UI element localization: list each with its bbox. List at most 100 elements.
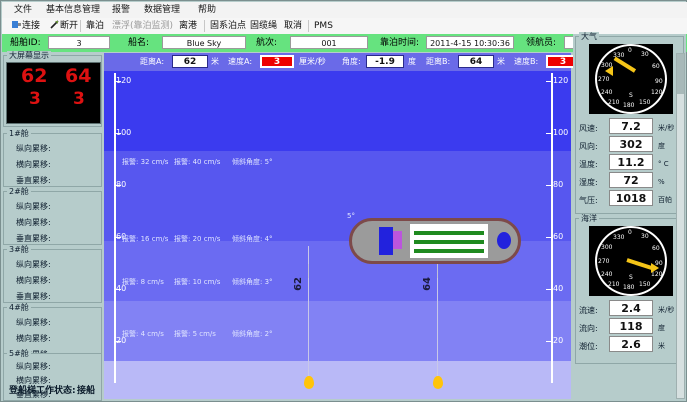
pressure-unit: 百帕: [658, 196, 672, 204]
hold-3-longitudinal-label: 纵向累移:: [16, 260, 51, 269]
menu-item-alarm[interactable]: 报警: [112, 5, 131, 15]
measure-line-b: [437, 246, 438, 386]
dist-b-unit: 米: [497, 57, 505, 66]
speed-a-label: 速度A:: [228, 57, 253, 66]
hold-1-transverse-label: 横向累移:: [16, 160, 51, 169]
angle-label: 角度:: [342, 57, 361, 66]
toolbar-button-cancel[interactable]: 取消: [284, 21, 303, 31]
vessel-bridge: [379, 227, 393, 255]
zone-2-alarm-b: 报警: 20 cm/s: [174, 235, 221, 243]
y-tick-right-20: [546, 341, 551, 342]
hold-5-longitudinal-label: 纵向累移:: [16, 362, 51, 371]
y-tick-left-80: [116, 185, 121, 186]
zone-2-tilt: 倾斜角度: 4°: [232, 235, 273, 243]
tide-level-label: 潮位:: [579, 342, 598, 351]
wind-gauge-num-60: 60: [652, 63, 660, 70]
humidity-value: 72: [609, 172, 653, 188]
toolbar-button-drift: 漂浮(靠泊监测): [112, 21, 174, 31]
zone-1-alarm-b: 报警: 40 cm/s: [174, 158, 221, 166]
vessel-hatch-1: [414, 231, 484, 235]
wind-gauge-num-270: 270: [598, 76, 610, 83]
hold-group-2: 2#舱 纵向累移: 横向累移: 垂直累移:: [3, 187, 102, 245]
hold-group-1: 1#舱 纵向累移: 横向累移: 垂直累移:: [3, 129, 102, 187]
wind-dir-value: 302: [609, 136, 653, 152]
board-value-speed-b: 3: [73, 89, 85, 109]
scrollbar-thumb[interactable]: [677, 54, 684, 94]
menu-item-basic-info[interactable]: 基本信息管理: [46, 5, 101, 15]
toolbar-button-connect[interactable]: 连接: [12, 20, 40, 32]
y-label-left-80: 80: [116, 180, 127, 189]
current-speed-value: 2.4: [609, 300, 653, 316]
hold-title-5: 5#舱: [7, 349, 31, 358]
wind-gauge-num-180: 180: [623, 102, 635, 109]
wind-gauge-num-240: 240: [601, 89, 613, 96]
measure-marker-b: [433, 376, 443, 389]
wind-needle-tip: [605, 66, 613, 76]
vessel-graphic[interactable]: [308, 218, 521, 278]
ship-id-field[interactable]: 3: [48, 36, 110, 49]
voyage-field[interactable]: 001: [290, 36, 368, 49]
toolbar-button-rope[interactable]: 固缆绳: [250, 21, 278, 31]
current-gauge-num-30: 30: [641, 233, 649, 240]
wind-gauge-south: S: [629, 92, 633, 99]
berth-time-field[interactable]: 2011-4-15 10:30:36: [426, 36, 514, 49]
y-label-right-60: 60: [553, 232, 564, 241]
measure-label-a: 62: [293, 277, 304, 291]
zone-3-alarm-a: 报警: 8 cm/s: [122, 278, 164, 286]
y-label-left-20: 20: [116, 336, 127, 345]
y-label-right-120: 120: [553, 76, 569, 85]
menu-bar: 文件 基本信息管理 报警 数据管理 帮助: [2, 2, 687, 19]
y-tick-right-80: [546, 185, 551, 186]
toolbar-separator-2: [204, 20, 205, 32]
current-gauge-num-0: 0: [628, 229, 632, 236]
zone-4-alarm-a: 报警: 4 cm/s: [122, 330, 164, 338]
speed-a-unit: 厘米/秒: [299, 57, 326, 66]
wind-direction-gauge: 0 30 60 90 120 150 180 210 240 270 300 3…: [589, 44, 673, 114]
measure-label-b: 64: [422, 277, 433, 291]
wind-speed-label: 风速:: [579, 124, 598, 133]
vertical-scrollbar[interactable]: [676, 53, 685, 399]
hold-2-longitudinal-label: 纵向累移:: [16, 202, 51, 211]
vessel-stern-marker: [497, 232, 511, 249]
ship-name-field[interactable]: Blue Sky: [162, 36, 246, 49]
menu-item-file[interactable]: 文件: [14, 5, 33, 15]
toolbar-button-pms[interactable]: PMS: [314, 21, 333, 31]
distance-plot[interactable]: 120 100 80 60 40 20 120 100 80 60 40 20: [104, 71, 571, 399]
hold-1-vertical-label: 垂直累移:: [16, 176, 51, 185]
current-speed-label: 流速:: [579, 306, 598, 315]
dist-b-label: 距离B:: [426, 57, 451, 66]
plug-icon: [12, 20, 21, 29]
current-gauge-num-240: 240: [601, 271, 613, 278]
y-label-left-40: 40: [116, 284, 127, 293]
speed-b-label: 速度B:: [514, 57, 539, 66]
toolbar-separator-3: [308, 20, 309, 32]
left-panel: 大屏幕显示 62 64 3 3 1#舱 纵向累移: 横向累移: 垂直累移: 2#…: [3, 51, 102, 401]
y-label-left-100: 100: [116, 128, 132, 137]
y-label-right-40: 40: [553, 284, 564, 293]
toolbar-button-depart[interactable]: 离港: [179, 21, 198, 31]
zone-2-alarm-a: 报警: 16 cm/s: [122, 235, 169, 243]
big-board-display: 62 64 3 3: [6, 62, 101, 124]
gangway-status-label: 登船梯工作状态:: [9, 386, 76, 396]
zone-1-alarm-a: 报警: 32 cm/s: [122, 158, 169, 166]
berth-time-label: 靠泊时间:: [380, 38, 420, 48]
current-gauge-num-210: 210: [608, 281, 620, 288]
angle-unit: 度: [408, 57, 416, 66]
hold-3-transverse-label: 横向累移:: [16, 276, 51, 285]
menu-item-data[interactable]: 数据管理: [144, 5, 181, 15]
board-value-dist-b: 64: [65, 65, 92, 87]
current-gauge-num-150: 150: [639, 281, 651, 288]
vessel-tether-a: [308, 264, 309, 278]
y-tick-left-20: [116, 341, 121, 342]
toolbar-button-disconnect[interactable]: 断开: [50, 20, 78, 32]
toolbar-button-mooring-point[interactable]: 固系泊点: [210, 21, 247, 31]
hold-4-longitudinal-label: 纵向累移:: [16, 318, 51, 327]
measure-marker-a: [304, 376, 314, 389]
temperature-value: 11.2: [609, 154, 653, 170]
speed-a-value: 3: [260, 55, 294, 68]
toolbar-button-berth[interactable]: 靠泊: [86, 21, 105, 31]
menu-item-help[interactable]: 帮助: [198, 5, 217, 15]
y-label-right-20: 20: [553, 336, 564, 345]
y-axis-right: [551, 73, 553, 383]
y-label-right-100: 100: [553, 128, 569, 137]
